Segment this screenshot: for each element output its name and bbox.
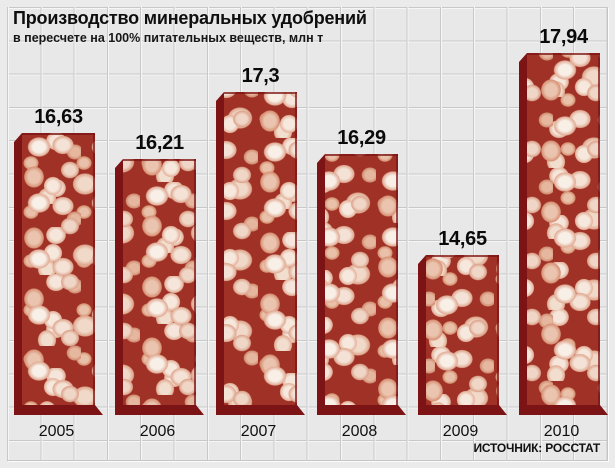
year-label-2007: 2007 [240,423,277,440]
year-label-2008: 2008 [341,423,378,440]
bar-granule-texture [426,255,499,405]
bar-base-shadow [14,405,103,415]
value-label-2005: 16,63 [34,106,83,128]
bar-side-shadow [418,255,426,415]
bar-granule-texture [325,154,398,405]
bar-side-shadow [14,133,22,415]
bar-granule-texture [527,53,600,405]
bar-side-shadow [519,53,527,415]
year-label-2006: 2006 [139,423,176,440]
bar-base-shadow [317,405,406,415]
bar-base-shadow [418,405,507,415]
year-label-2010: 2010 [543,423,580,440]
chart-subtitle: в пересчете на 100% питательных веществ,… [13,31,324,45]
bar-2006 [115,159,204,415]
source-label: ИСТОЧНИК: РОССТАТ [473,441,600,455]
chart-title: Производство минеральных удобрений [13,8,367,28]
year-label-2009: 2009 [442,423,479,440]
value-label-2006: 16,21 [135,132,184,154]
bar-2007 [216,92,305,415]
bar-granule-texture [224,92,297,405]
bar-2009 [418,255,507,415]
bar-2008 [317,154,406,415]
bar-base-shadow [519,405,608,415]
value-label-2010: 17,94 [539,26,588,48]
bar-side-shadow [115,159,123,415]
bar-granule-texture [22,133,95,405]
bar-side-shadow [317,154,325,415]
value-label-2009: 14,65 [438,228,487,250]
bar-side-shadow [216,92,224,415]
bar-granule-texture [123,159,196,405]
bar-2010 [519,53,608,415]
value-label-2008: 16,29 [337,127,386,149]
graph-paper-background [7,7,608,461]
bar-base-shadow [216,405,305,415]
year-label-2005: 2005 [38,423,75,440]
bar-2005 [14,133,103,415]
value-label-2007: 17,3 [241,65,280,87]
bar-base-shadow [115,405,204,415]
